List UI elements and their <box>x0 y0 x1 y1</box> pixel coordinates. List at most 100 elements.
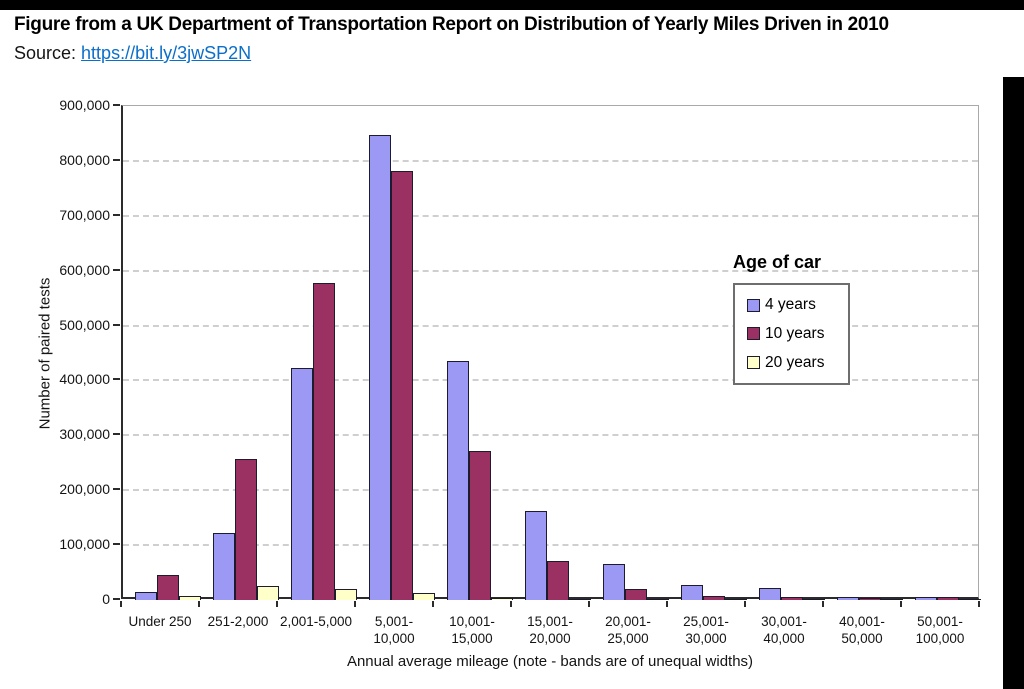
x-tick <box>198 601 200 607</box>
y-tick <box>113 213 120 216</box>
y-tick <box>113 158 120 161</box>
y-tick-label: 200,000 <box>59 481 110 498</box>
x-tick <box>276 601 278 607</box>
x-tick <box>432 601 434 607</box>
y-tick-label: 500,000 <box>59 316 110 333</box>
y-tick-label: 700,000 <box>59 206 110 223</box>
bar-10-years-7 <box>703 596 725 600</box>
bar-10-years-0 <box>157 575 179 600</box>
source-line: Source: https://bit.ly/3jwSP2N <box>14 43 251 64</box>
x-tick <box>978 601 980 607</box>
y-tick-label: 600,000 <box>59 261 110 278</box>
x-tick-label: 251-2,000 <box>207 614 269 629</box>
bar-10-years-2 <box>313 283 335 600</box>
y-axis-title: Number of paired tests <box>36 277 54 430</box>
gridline <box>123 544 978 547</box>
legend-swatch-20-years-icon <box>747 356 760 370</box>
x-tick <box>744 601 746 607</box>
bar-20-years-10 <box>959 599 981 600</box>
legend-label: 10 years <box>765 324 825 342</box>
x-tick <box>120 601 122 607</box>
x-tick-label: 10,001- 15,000 <box>449 614 495 646</box>
legend-swatch-4-years-icon <box>747 298 760 312</box>
right-black-bar <box>1003 77 1024 689</box>
bar-4-years-10 <box>915 597 937 600</box>
bar-4-years-2 <box>291 368 313 600</box>
y-tick <box>113 433 120 436</box>
y-tick <box>113 323 120 326</box>
bar-20-years-0 <box>179 596 201 600</box>
x-tick-label: Under 250 <box>128 614 192 629</box>
legend-item-10-years: 10 years <box>747 325 848 343</box>
gridline <box>123 379 978 382</box>
gridline <box>123 269 978 272</box>
bar-20-years-5 <box>569 599 591 600</box>
plot-area <box>121 105 981 600</box>
bar-10-years-4 <box>469 451 491 600</box>
legend: 4 years 10 years 20 years <box>733 283 850 385</box>
bar-20-years-6 <box>647 599 669 600</box>
bar-20-years-4 <box>491 598 513 600</box>
gridline <box>123 434 978 437</box>
bar-4-years-3 <box>369 135 391 600</box>
y-tick <box>113 488 120 491</box>
y-tick <box>113 378 120 381</box>
bar-4-years-5 <box>525 511 547 600</box>
x-tick-label: 50,001- 100,000 <box>915 614 965 646</box>
x-tick <box>666 601 668 607</box>
bar-10-years-8 <box>781 597 803 600</box>
bar-10-years-6 <box>625 589 647 600</box>
bar-10-years-10 <box>937 597 959 600</box>
x-tick-label: 5,001- 10,000 <box>373 614 415 646</box>
legend-label: 20 years <box>765 353 825 371</box>
gridline <box>123 324 978 327</box>
x-tick-label: 25,001- 30,000 <box>683 614 729 646</box>
bar-20-years-2 <box>335 589 357 600</box>
legend-label: 4 years <box>765 296 816 314</box>
y-tick <box>113 598 120 600</box>
gridline <box>123 159 978 162</box>
x-tick <box>900 601 902 607</box>
source-link[interactable]: https://bit.ly/3jwSP2N <box>81 43 252 63</box>
top-black-strip <box>0 0 1024 10</box>
y-tick-label: 300,000 <box>59 426 110 443</box>
y-tick-label: 100,000 <box>59 536 110 553</box>
bar-10-years-9 <box>859 598 881 600</box>
legend-item-20-years: 20 years <box>747 354 848 372</box>
bar-20-years-9 <box>881 599 903 600</box>
y-tick-label: 400,000 <box>59 371 110 388</box>
gridline <box>123 489 978 492</box>
source-label: Source: <box>14 43 82 63</box>
y-tick-label: 900,000 <box>59 97 110 113</box>
figure-title: Figure from a UK Department of Transport… <box>14 14 889 35</box>
bar-10-years-1 <box>235 459 257 600</box>
bar-10-years-5 <box>547 561 569 600</box>
y-tick <box>113 543 120 546</box>
bar-20-years-7 <box>725 599 747 600</box>
bar-4-years-1 <box>213 533 235 600</box>
bar-4-years-4 <box>447 361 469 600</box>
legend-swatch-10-years-icon <box>747 327 760 341</box>
bar-20-years-8 <box>803 599 825 600</box>
bar-4-years-7 <box>681 585 703 600</box>
x-tick-label: 15,001- 20,000 <box>527 614 573 646</box>
x-tick <box>822 601 824 607</box>
y-tick <box>113 104 120 106</box>
x-tick-label: 2,001-5,000 <box>279 614 353 629</box>
x-tick <box>354 601 356 607</box>
legend-title: Age of car <box>733 252 822 272</box>
x-tick <box>510 601 512 607</box>
y-tick-label: 800,000 <box>59 151 110 168</box>
bar-4-years-0 <box>135 592 157 600</box>
x-tick <box>588 601 590 607</box>
y-tick <box>113 268 120 271</box>
bar-4-years-8 <box>759 588 781 600</box>
bar-4-years-6 <box>603 564 625 600</box>
y-tick-label: 0 <box>102 591 110 607</box>
x-tick-label: 40,001- 50,000 <box>839 614 885 646</box>
bar-20-years-3 <box>413 593 435 600</box>
gridline <box>123 214 978 217</box>
bar-10-years-3 <box>391 171 413 600</box>
x-tick-label: 30,001- 40,000 <box>761 614 807 646</box>
